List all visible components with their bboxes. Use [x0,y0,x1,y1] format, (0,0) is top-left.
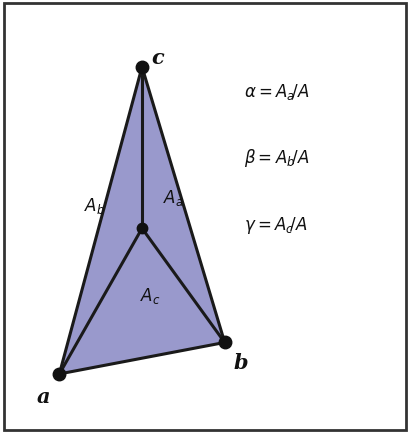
Text: $A_a$: $A_a$ [163,187,183,207]
Text: $\gamma = A_c\!/A$: $\gamma = A_c\!/A$ [244,214,307,235]
Text: c: c [151,48,164,68]
Polygon shape [59,68,224,374]
Text: $A_c$: $A_c$ [139,286,160,306]
Text: $\beta = A_b\!/A$: $\beta = A_b\!/A$ [244,147,309,169]
Text: $A_b$: $A_b$ [84,195,105,215]
Text: b: b [233,352,247,372]
Text: $\alpha = A_a\!/A$: $\alpha = A_a\!/A$ [244,81,309,101]
Text: a: a [37,386,50,406]
